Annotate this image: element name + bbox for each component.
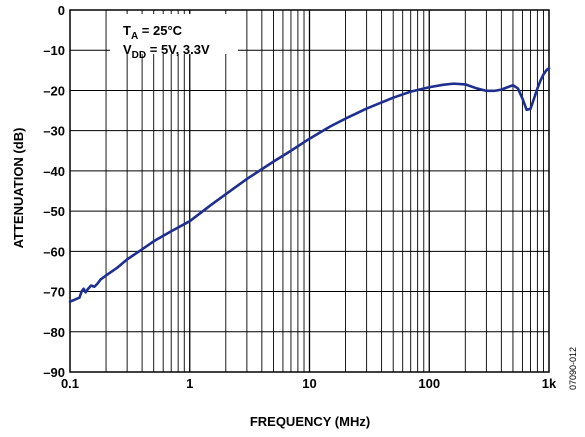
x-tick-label: 0.1 <box>61 376 79 391</box>
y-tick-label: –80 <box>43 325 65 340</box>
temp-value: = 25°C <box>138 23 182 38</box>
y-tick-label: –50 <box>43 204 65 219</box>
supply-value: = 5V, 3.3V <box>146 42 210 57</box>
x-tick-label: 100 <box>418 376 440 391</box>
y-tick-labels: 0 –10 –20 –30 –40 –50 –60 –70 –80 –90 <box>43 3 65 380</box>
y-tick-label: –10 <box>43 43 65 58</box>
series-line <box>68 67 551 303</box>
supply-symbol: V <box>123 42 132 57</box>
y-tick-label: –40 <box>43 164 65 179</box>
x-tick-label: 10 <box>302 376 316 391</box>
y-tick-label: –20 <box>43 83 65 98</box>
grid <box>70 10 549 372</box>
x-tick-label: 1k <box>542 376 557 391</box>
x-axis-title: FREQUENCY (MHz) <box>250 414 370 429</box>
y-tick-label: –90 <box>43 365 65 380</box>
y-tick-label: 0 <box>58 3 65 18</box>
y-tick-label: –70 <box>43 285 65 300</box>
temp-symbol: T <box>123 23 131 38</box>
annotation-supply: VDD = 5V, 3.3V <box>123 42 210 61</box>
y-axis-title: ATTENUATION (dB) <box>11 128 26 249</box>
figure-id: 07090-012 <box>568 347 578 390</box>
x-tick-labels: 0.1 1 10 100 1k <box>61 376 557 391</box>
annotation-box <box>110 14 238 54</box>
y-tick-label: –30 <box>43 124 65 139</box>
y-tick-label: –60 <box>43 244 65 259</box>
plot-frame <box>69 9 550 373</box>
supply-subscript: DD <box>132 50 146 61</box>
x-tick-label: 1 <box>186 376 193 391</box>
temp-subscript: A <box>131 31 138 42</box>
annotation-temperature: TA = 25°C <box>123 23 183 42</box>
